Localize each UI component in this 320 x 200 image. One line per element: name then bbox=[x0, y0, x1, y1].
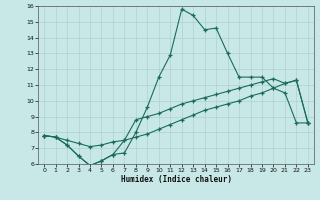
X-axis label: Humidex (Indice chaleur): Humidex (Indice chaleur) bbox=[121, 175, 231, 184]
